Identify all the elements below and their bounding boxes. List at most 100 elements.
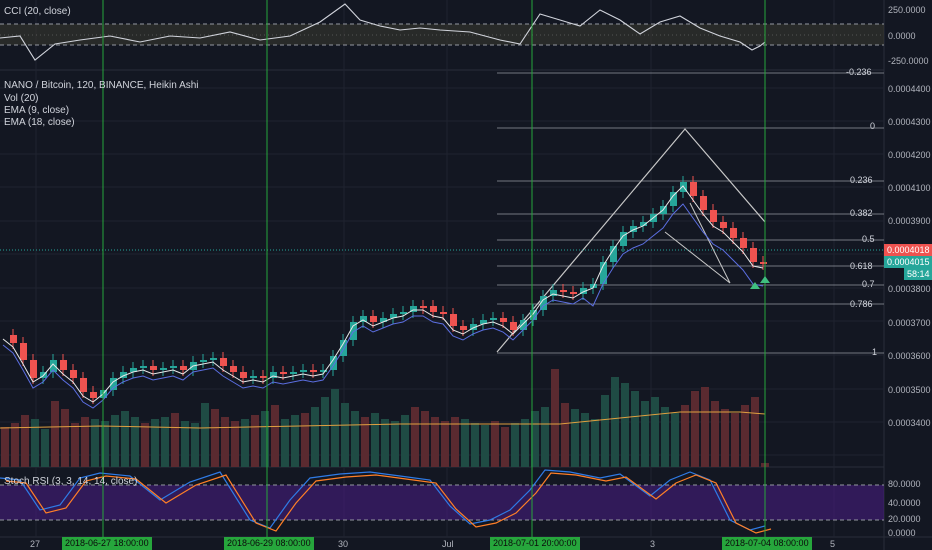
candle-body [220,358,227,366]
fibonacci-retracement[interactable] [0,72,884,354]
price-axis-label: 0.0004400 [888,84,931,94]
stoch-k-line [0,469,766,531]
candle-body [170,366,177,368]
fib-label: 0.618 [850,261,873,271]
candle-body [460,326,467,330]
x-axis-label: 30 [338,539,349,549]
pattern-line [496,128,766,353]
volume-bar [401,415,409,467]
candle-body [600,262,607,284]
candle-body [700,196,707,210]
candle-body [720,222,727,228]
volume-bar [431,417,439,467]
candle-body [480,320,487,324]
candle-body [370,316,377,322]
candle-body [630,226,637,232]
candle-body [130,368,137,372]
vol-title[interactable]: Vol (20) [4,93,39,104]
stoch-title[interactable]: Stoch RSI (3, 3, 14, 14, close) [4,476,138,487]
volume-bar [111,415,119,467]
volume-bar [551,369,559,467]
volume-bar [131,417,139,467]
volume-bar [21,415,29,467]
stoch-axis-label: 0.0000 [888,528,916,538]
candle-body [340,340,347,356]
cci-axis-label: 0.0000 [888,31,916,41]
candle-body [560,290,567,292]
volume-bar [651,397,659,467]
fib-label: -0.236 [846,67,872,77]
volume-bar [511,423,519,467]
candle-body [90,392,97,398]
volume-bar [171,413,179,467]
candle-body [30,360,37,378]
volume-bar [521,419,529,467]
volume-bar [281,419,289,467]
ema18-line [2,203,764,409]
candle-body [240,372,247,378]
candle-body [380,318,387,322]
price-axis-label: 0.0003500 [888,385,931,395]
pattern-line [664,202,731,284]
time-marker-label: 2018-07-04 08:00:00 [722,537,812,550]
volume-bar [311,407,319,467]
candles [10,176,767,404]
volume-bar [631,391,639,467]
candle-body [290,372,297,374]
time-marker-label: 2018-06-27 18:00:00 [62,537,152,550]
volume-bar [581,413,589,467]
price-axis-label: 0.0003400 [888,418,931,428]
volume-bar [11,423,19,467]
candle-body [640,222,647,226]
volume-bar [61,409,69,467]
candle-body [510,322,517,330]
candle-body [80,378,87,392]
ema18-title[interactable]: EMA (18, close) [4,117,75,128]
candle-body [390,314,397,318]
last-price-tag: 0.0004018 [884,244,932,256]
volume-bar [391,421,399,467]
candle-body [440,312,447,314]
fib-label: 0.236 [850,175,873,185]
x-axis-label: Jul [442,539,454,549]
candle-body [360,316,367,322]
volume-bar [361,417,369,467]
candle-body [550,290,557,296]
volume-bar [371,413,379,467]
stoch-axis-label: 20.0000 [888,514,921,524]
price-axis-label: 0.0003800 [888,284,931,294]
fib-label: 1 [872,347,878,357]
volume-bar [751,397,759,467]
candle-body [120,372,127,378]
volume-bar [41,429,49,467]
volume-bar [141,423,149,467]
candle-body [710,210,717,222]
price-axis-label: 0.0003600 [888,351,931,361]
volume-bar [481,425,489,467]
price-axis-label: 0.0003900 [888,216,931,226]
volume-bar [241,419,249,467]
x-axis-label: 27 [30,539,41,549]
fib-label: 0.5 [862,234,875,244]
marker-lines [102,0,770,537]
candle-body [60,360,67,370]
stoch-d-line [5,472,772,534]
candle-body [140,366,147,368]
stoch-axis-label: 40.0000 [888,498,921,508]
ema9-title[interactable]: EMA (9, close) [4,105,70,116]
candle-body [20,343,27,360]
candle-body [210,358,217,360]
volume-bar [541,407,549,467]
candle-body [250,376,257,378]
up-arrow-icon [750,282,760,289]
fib-label: 0.786 [850,299,873,309]
candle-body [260,376,267,378]
candle-body [740,238,747,248]
volume-bar [201,403,209,467]
cci-axis-label: -250.0000 [888,56,929,66]
candle-body [70,370,77,378]
candle-body [670,192,677,206]
symbol-title[interactable]: NANO / Bitcoin, 120, BINANCE, Heikin Ash… [4,80,199,91]
volume-bar [661,407,669,467]
